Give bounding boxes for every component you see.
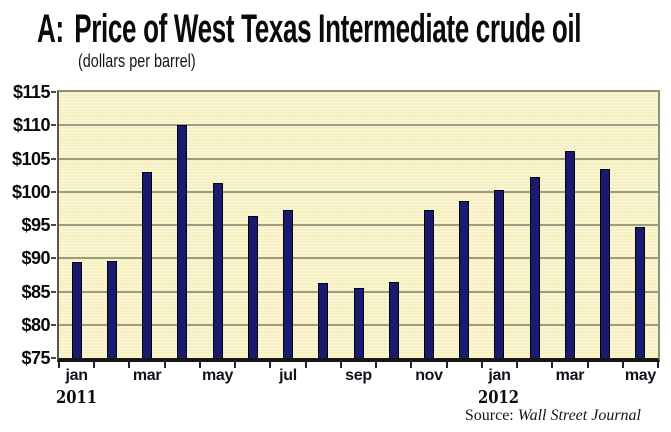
y-axis-label-90: $90 (21, 248, 50, 269)
gridline-105 (59, 157, 658, 160)
y-axis-label-100: $100 (11, 181, 51, 202)
x-axis-tick (163, 362, 166, 368)
y-axis-tick (51, 257, 56, 260)
source-publication: Wall Street Journal (517, 407, 641, 424)
x-axis-label-6-jul: jul (279, 367, 297, 384)
x-axis-tick (657, 362, 659, 368)
y-axis-tick (51, 357, 56, 359)
source-credit: Source: Wall Street Journal (465, 406, 641, 425)
bar-2011-jun (247, 216, 258, 358)
x-axis-tick (93, 362, 96, 368)
x-axis-tick (269, 362, 272, 368)
source-label: Source: (464, 407, 514, 424)
x-axis-label-2-mar: mar (132, 367, 162, 384)
panel-label: A: (37, 7, 64, 51)
x-axis-label-14-mar: mar (555, 367, 585, 384)
bar-2012-apr (600, 169, 611, 358)
gridline-100 (59, 190, 658, 193)
x-axis-tick (304, 362, 307, 368)
bar-2012-may (635, 226, 646, 358)
x-axis-tick (551, 362, 554, 368)
bar-2011-feb (106, 260, 117, 358)
x-axis-label-12-jan: jan (488, 367, 511, 384)
x-axis-tick (234, 362, 237, 368)
bar-2012-feb (529, 177, 540, 358)
x-axis-tick (586, 362, 589, 368)
y-axis-label-85: $85 (21, 281, 50, 302)
x-axis-label-16-may: may (624, 367, 656, 384)
bar-2011-jul (283, 209, 294, 358)
y-axis-label-115: $115 (12, 82, 51, 102)
x-axis-tick (480, 362, 483, 368)
x-axis-tick (516, 362, 519, 368)
chart-title: A: Price of West Texas Intermediate crude… (37, 7, 582, 51)
x-axis-tick (128, 362, 131, 368)
bar-2011-may (212, 183, 223, 358)
y-axis-label-110: $110 (12, 115, 51, 136)
x-axis-label-10-nov: nov (415, 367, 443, 384)
year-label-2011: 2011 (55, 387, 97, 408)
y-axis-tick (51, 290, 56, 293)
y-axis-label-105: $105 (11, 148, 51, 169)
x-axis-tick (410, 362, 413, 368)
bar-2012-jan (494, 189, 505, 358)
chart-subtitle: (dollars per barrel) (78, 51, 196, 71)
plot-area (57, 90, 660, 362)
chart-title-text: Price of West Texas Intermediate crude o… (74, 7, 582, 51)
y-axis-tick (51, 224, 56, 226)
y-axis-label-95: $95 (21, 215, 50, 235)
y-axis-label-80: $80 (21, 314, 50, 335)
bar-2011-sep (353, 287, 364, 358)
gridline-95 (59, 224, 658, 226)
x-axis-label-4-may: may (201, 367, 234, 384)
x-axis-tick (198, 362, 201, 368)
gridline-110 (59, 124, 658, 127)
y-axis-tick (51, 323, 56, 326)
gridline-90 (59, 257, 658, 260)
bar-2011-aug (318, 282, 329, 358)
y-axis-tick (51, 157, 56, 160)
x-axis-label-8-sep: sep (345, 367, 372, 384)
bar-2011-apr (177, 125, 188, 358)
year-label-2012: 2012 (478, 387, 520, 408)
bar-2011-jan (71, 262, 82, 358)
bar-2011-dec (459, 201, 470, 358)
bar-2011-nov (423, 210, 434, 358)
bar-2011-mar (142, 171, 153, 358)
x-axis-tick (621, 362, 624, 368)
y-axis-tick (51, 124, 56, 127)
x-axis-tick (339, 362, 342, 368)
bar-2011-oct (388, 282, 399, 358)
x-axis-tick (445, 362, 448, 368)
x-axis-tick (375, 362, 378, 368)
x-axis-label-0-jan: jan (65, 367, 89, 384)
x-axis-tick (58, 362, 60, 368)
bar-2012-mar (564, 150, 575, 358)
y-axis-tick (51, 91, 56, 93)
y-axis-tick (51, 190, 56, 193)
y-axis-label-75: $75 (21, 348, 50, 368)
